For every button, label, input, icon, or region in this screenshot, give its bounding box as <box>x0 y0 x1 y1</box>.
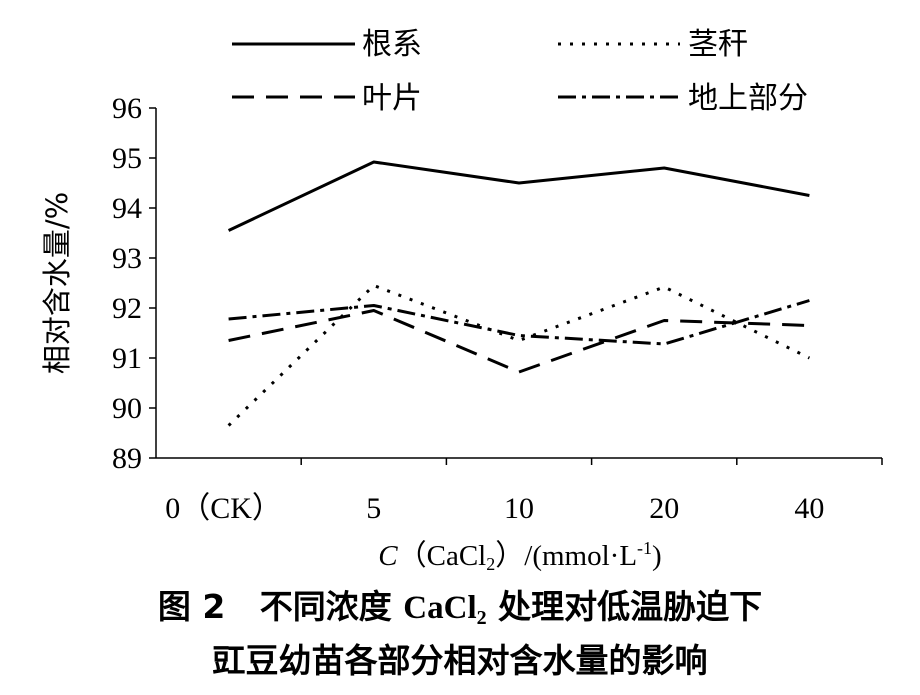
y-tick-label: 94 <box>112 192 142 225</box>
x-axis-dot: · <box>610 540 620 572</box>
x-tick-label: 0（CK） <box>165 492 282 525</box>
y-axis-label: 相对含水量/% <box>40 192 74 374</box>
x-axis-unit-prefix: /(mmol <box>524 540 609 572</box>
y-tick-label: 90 <box>112 392 142 425</box>
caption-line-2: 豇豆幼苗各部分相对含水量的影响 <box>213 641 708 680</box>
y-tick-marks <box>149 107 156 459</box>
caption-gap <box>225 587 259 626</box>
caption-figure-number: 图 2 <box>158 587 225 626</box>
axes: 96 95 94 93 92 91 90 89 0（CK） 5 10 20 40 <box>112 92 883 525</box>
caption-chem-subscript: 2 <box>477 607 487 629</box>
y-tick-label: 96 <box>112 92 142 125</box>
x-axis-label: C（CaCl2）/(mmol·L-1) <box>378 538 661 574</box>
series-line-0 <box>227 160 810 232</box>
x-tick-label: 5 <box>366 492 381 525</box>
x-axis-open-paren: （ <box>398 540 427 572</box>
x-axis-variable: C <box>378 540 398 572</box>
series-line-1 <box>227 284 811 427</box>
x-tick-label: 20 <box>649 492 679 525</box>
x-tick-label: 40 <box>794 492 824 525</box>
caption-text-a: 不同浓度 <box>260 587 404 626</box>
legend-label-stems: 茎秆 <box>688 27 748 62</box>
y-tick-label: 93 <box>112 242 142 275</box>
y-tick-label: 89 <box>112 442 142 475</box>
y-tick-label: 92 <box>112 292 142 325</box>
y-tick-label: 91 <box>112 342 142 375</box>
x-tick-label: 10 <box>504 492 534 525</box>
legend-label-aboveground: 地上部分 <box>688 81 808 116</box>
series-lines <box>227 160 811 427</box>
y-tick-labels: 96 95 94 93 92 91 90 89 <box>112 92 142 475</box>
x-axis-subscript: 2 <box>486 554 495 574</box>
x-axis-close-paren: ） <box>495 540 524 572</box>
legend-label-leaves: 叶片 <box>362 81 422 116</box>
x-axis-unit-base: L <box>619 540 637 572</box>
x-axis-superscript: -1 <box>637 538 652 558</box>
x-tick-labels: 0（CK） 5 10 20 40 <box>165 492 824 525</box>
series-line-3 <box>228 299 810 346</box>
legend: 根系 茎秆 叶片 地上部分 <box>232 27 808 116</box>
x-axis-unit-suffix: ) <box>652 540 662 572</box>
legend-label-roots: 根系 <box>362 27 422 62</box>
x-axis-compound: CaCl <box>427 540 487 572</box>
caption-line-1: 图 2 不同浓度 CaCl2 处理对低温胁迫下 <box>158 587 762 629</box>
caption-text-b: 处理对低温胁迫下 <box>487 587 763 626</box>
caption-chem: CaCl <box>403 590 476 626</box>
x-tick-marks <box>300 458 883 465</box>
y-tick-label: 95 <box>112 142 142 175</box>
